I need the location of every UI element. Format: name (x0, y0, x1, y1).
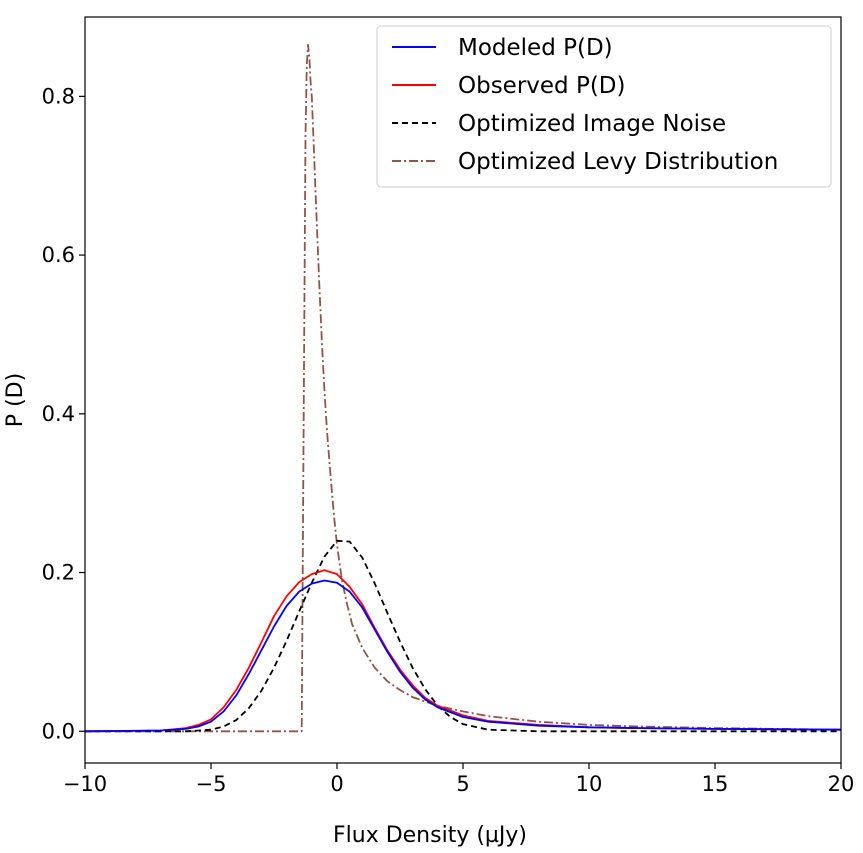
y-axis-label: P (D) (3, 373, 28, 427)
series-line-noise (85, 539, 841, 733)
y-tick-label: 0.2 (42, 561, 75, 585)
legend: Modeled P(D) Observed P(D) Optimized Ima… (376, 25, 832, 188)
x-tick-label: 15 (702, 772, 729, 796)
legend-label-noise: Optimized Image Noise (458, 111, 726, 137)
ticks-layer: −10 −5 0 5 10 15 20 0.0 0.2 0.4 0.6 0.8 (42, 84, 855, 796)
x-tick-label: 10 (576, 772, 603, 796)
x-axis-label: Flux Density (µJy) (333, 823, 527, 848)
y-tick-label: 0.8 (42, 84, 75, 108)
y-tick-label: 0.0 (42, 719, 75, 743)
x-tick-label: −5 (196, 772, 227, 796)
legend-label-observed: Observed P(D) (458, 73, 626, 99)
x-tick-label: 20 (828, 772, 855, 796)
series-layer (84, 43, 842, 733)
legend-label-modeled: Modeled P(D) (458, 35, 613, 61)
x-tick-label: −10 (63, 772, 107, 796)
y-tick-label: 0.6 (42, 243, 75, 267)
x-tick-label: 0 (330, 772, 343, 796)
series-line-levy (85, 43, 842, 733)
plot-frame (84, 16, 842, 764)
x-tick-label: 5 (456, 772, 469, 796)
legend-label-levy: Optimized Levy Distribution (458, 149, 778, 175)
series-line-modeled (84, 579, 842, 733)
y-tick-label: 0.4 (42, 402, 75, 426)
legend-box (376, 25, 832, 188)
